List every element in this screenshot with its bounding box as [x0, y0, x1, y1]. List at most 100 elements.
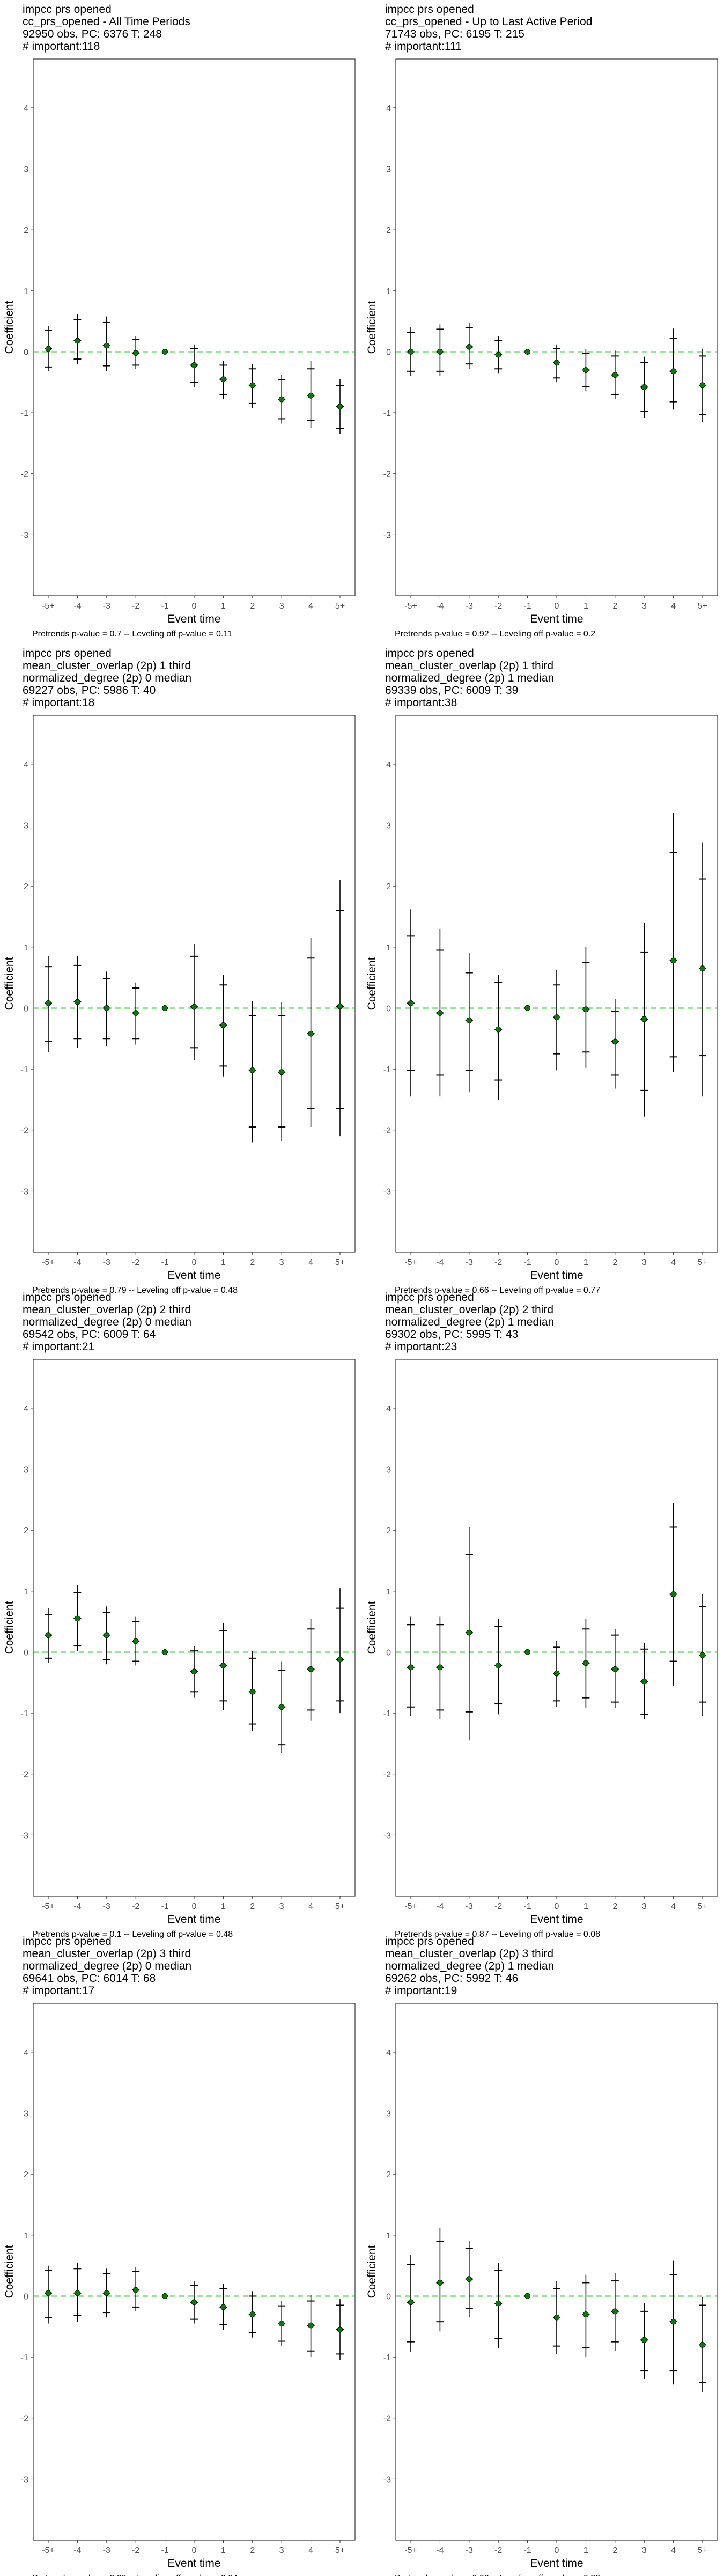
- y-tick-label: -3: [21, 1831, 28, 1840]
- x-tick-label: 4: [308, 1902, 313, 1911]
- data-point: [699, 382, 706, 389]
- y-tick-label: 3: [386, 1466, 391, 1475]
- x-tick-label: 2: [612, 2546, 617, 2555]
- chart-title-line: 69302 obs, PC: 5995 T: 43: [385, 1328, 518, 1341]
- chart-title-line: # important:118: [23, 40, 100, 53]
- y-tick-label: 1: [24, 1587, 28, 1597]
- data-point-group: [132, 336, 140, 369]
- y-tick-label: -2: [21, 1770, 28, 1780]
- plot-frame: [395, 2003, 718, 2541]
- data-point: [74, 1615, 80, 1622]
- data-point: [466, 343, 472, 350]
- y-tick-label: -3: [383, 1831, 391, 1840]
- x-tick-label: -3: [103, 1902, 110, 1911]
- x-tick-label: 5+: [698, 1258, 707, 1267]
- data-point-group: [336, 379, 344, 434]
- data-point: [220, 2304, 226, 2310]
- y-tick-label: -2: [383, 1770, 391, 1780]
- chart-title-line: impcc prs opened: [23, 3, 112, 16]
- data-point-group: [699, 2297, 706, 2392]
- chart-title-line: normalized_degree (2p) 0 median: [23, 1960, 191, 1972]
- chart-title-line: 69641 obs, PC: 6014 T: 68: [23, 1972, 156, 1985]
- data-point-group: [132, 1616, 140, 1666]
- data-point: [104, 1632, 110, 1638]
- y-tick-label: -3: [383, 2475, 391, 2484]
- y-tick-label: 4: [386, 760, 391, 770]
- data-point: [612, 1666, 618, 1672]
- data-point-group: [102, 2268, 110, 2318]
- data-point-group: [436, 1616, 444, 1719]
- y-tick-label: -2: [383, 470, 391, 479]
- x-tick-label: 4: [308, 1258, 313, 1267]
- x-tick-label: -5+: [404, 602, 417, 611]
- data-point: [278, 1069, 285, 1075]
- x-tick-label: -4: [73, 602, 81, 611]
- x-tick-label: 5+: [335, 1258, 345, 1267]
- x-tick-label: -4: [73, 1258, 81, 1267]
- y-tick-label: 1: [24, 287, 28, 296]
- data-point-group: [102, 1606, 110, 1665]
- chart-title-line: # important:111: [385, 40, 462, 53]
- y-tick-label: -2: [383, 1126, 391, 1136]
- x-tick-label: -5+: [42, 602, 55, 611]
- data-point-group: [45, 956, 52, 1052]
- data-point-group: [669, 1503, 677, 1686]
- x-tick-label: -3: [103, 2546, 110, 2555]
- data-point-group: [640, 1643, 648, 1719]
- footer-pvalues: Pretrends p-value = 0.66 -- Leveling off…: [395, 1286, 600, 1295]
- data-point-group: [45, 1608, 52, 1663]
- x-tick-label: 5+: [335, 602, 345, 611]
- y-tick-label: 1: [386, 287, 391, 296]
- data-point: [308, 2322, 314, 2329]
- y-axis-title: Coefficient: [366, 1601, 378, 1654]
- y-tick-label: 4: [386, 2048, 391, 2058]
- data-point-group: [436, 928, 444, 1097]
- data-point-group: [336, 2299, 344, 2360]
- data-point: [162, 1005, 168, 1011]
- x-tick-label: 1: [221, 1258, 226, 1267]
- chart-title-line: mean_cluster_overlap (2p) 1 third: [385, 660, 553, 672]
- data-point: [408, 1000, 414, 1006]
- y-tick-label: -1: [21, 2353, 28, 2362]
- x-tick-label: 2: [250, 2546, 255, 2555]
- x-tick-label: -2: [132, 602, 139, 611]
- data-point: [553, 2314, 560, 2321]
- y-tick-label: 2: [386, 2170, 391, 2179]
- x-tick-label: 3: [279, 1902, 284, 1911]
- x-tick-label: 3: [642, 1258, 647, 1267]
- data-point-group: [73, 1585, 82, 1651]
- data-point: [249, 2311, 256, 2317]
- x-tick-label: 0: [555, 1902, 559, 1911]
- y-tick-label: 4: [24, 104, 28, 113]
- data-point: [45, 2290, 51, 2296]
- x-tick-label: -5+: [404, 1258, 417, 1267]
- y-axis-title: Coefficient: [3, 1601, 16, 1654]
- x-tick-label: -3: [466, 602, 473, 611]
- data-point-group: [248, 2291, 256, 2338]
- y-tick-label: 3: [386, 2110, 391, 2119]
- x-tick-label: 0: [192, 2546, 197, 2555]
- x-tick-label: 0: [192, 1258, 197, 1267]
- data-point: [495, 2300, 501, 2307]
- x-tick-label: 3: [642, 1902, 647, 1911]
- data-point: [466, 2276, 472, 2282]
- footer-pvalues: Pretrends p-value = 0.99 -- Leveling off…: [32, 2574, 238, 2576]
- y-tick-label: 0: [386, 1004, 391, 1013]
- x-tick-label: -5+: [404, 2546, 417, 2555]
- data-point-group: [640, 2303, 648, 2379]
- x-tick-label: 5+: [698, 602, 707, 611]
- data-point: [495, 352, 501, 358]
- data-point: [104, 2290, 110, 2296]
- x-tick-label: 5+: [335, 2546, 345, 2555]
- data-point-group: [582, 2274, 590, 2358]
- data-point: [641, 384, 647, 390]
- data-point-group: [407, 1616, 415, 1716]
- data-point-group: [524, 1649, 530, 1655]
- y-tick-label: 4: [24, 2048, 28, 2058]
- y-tick-label: 2: [24, 1526, 28, 1535]
- y-tick-label: 3: [386, 822, 391, 831]
- y-tick-label: 4: [386, 104, 391, 113]
